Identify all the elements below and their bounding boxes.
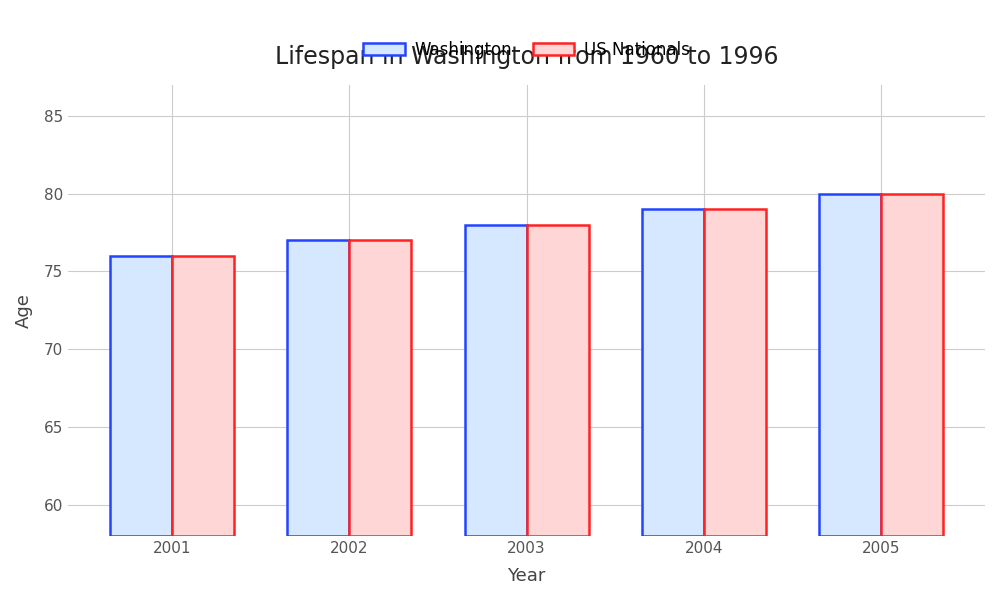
Bar [642,209,704,536]
X-axis label: Year: Year [507,567,546,585]
Legend: Washington, US Nationals: Washington, US Nationals [357,34,697,66]
Title: Lifespan in Washington from 1960 to 1996: Lifespan in Washington from 1960 to 1996 [275,45,778,69]
Bar [819,194,881,536]
Bar [704,209,766,536]
Y-axis label: Age: Age [15,293,33,328]
Bar [287,241,349,536]
Bar [172,256,234,536]
Bar [881,194,943,536]
Bar [349,241,411,536]
Bar [110,256,172,536]
Bar [527,225,589,536]
Bar [465,225,527,536]
